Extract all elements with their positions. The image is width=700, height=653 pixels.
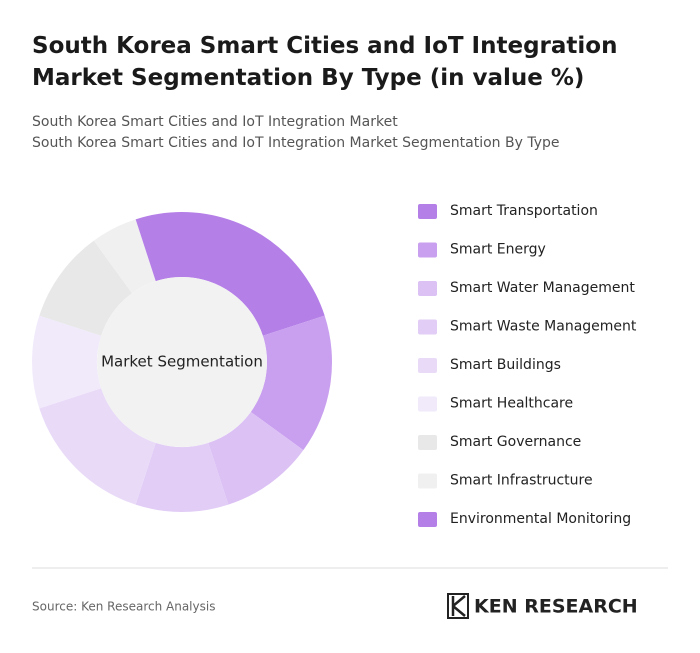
legend-label: Smart Transportation	[450, 203, 598, 219]
legend-swatch	[418, 512, 437, 527]
logo-icon	[451, 595, 466, 617]
legend-swatch	[418, 473, 437, 489]
legend-swatch	[418, 396, 437, 412]
subtitle: South Korea Smart Cities and IoT Integra…	[32, 114, 398, 130]
logo: KEN RESEARCH	[447, 593, 638, 619]
legend-label: Smart Infrastructure	[450, 473, 593, 489]
legend-swatch	[418, 435, 437, 450]
legend-swatch	[418, 319, 437, 335]
donut-hole	[97, 277, 267, 447]
legend-label: Smart Energy	[450, 242, 546, 258]
legend-label: Environmental Monitoring	[450, 511, 631, 527]
donut-segment	[135, 212, 182, 282]
donut-segment	[39, 388, 156, 505]
donut-segment	[135, 442, 229, 512]
chart-title: South Korea Smart Cities and IoT Integra…	[32, 33, 618, 91]
donut-segment	[250, 315, 332, 451]
logo-icon	[447, 593, 469, 619]
legend-label: Smart Water Management	[450, 280, 635, 296]
legend-label: Smart Healthcare	[450, 396, 573, 412]
legend-label: Smart Waste Management	[450, 319, 637, 335]
legend-swatch	[418, 358, 437, 373]
donut-segment	[182, 212, 325, 336]
source: Source: Ken Research Analysis	[32, 600, 215, 614]
legend-label: Smart Governance	[450, 434, 581, 450]
donut-segment	[39, 240, 133, 336]
center-label: Market Segmentation	[101, 353, 263, 371]
donut-segment	[32, 315, 102, 409]
donut-segment	[208, 411, 304, 505]
donut-segment	[93, 219, 156, 294]
legend-swatch	[418, 204, 437, 219]
subtitle: South Korea Smart Cities and IoT Integra…	[32, 135, 560, 151]
legend-swatch	[418, 281, 437, 296]
legend-swatch	[418, 242, 437, 258]
legend-label: Smart Buildings	[450, 357, 561, 373]
logo-text: KEN RESEARCH	[474, 596, 638, 618]
